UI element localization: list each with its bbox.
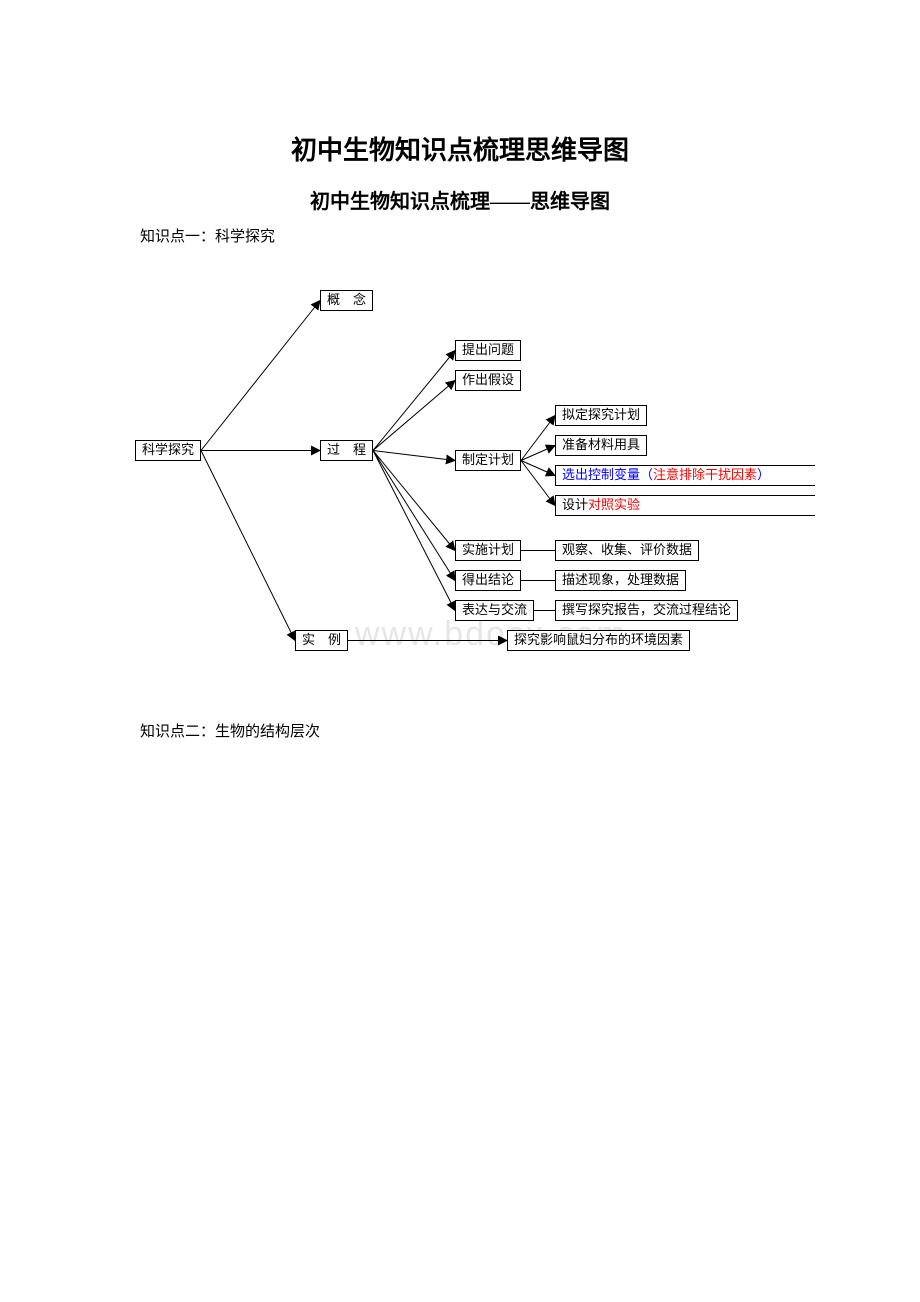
node-concept: 概 念 xyxy=(320,290,373,311)
mindmap-diagram: www.bdocx.com 科学探究概 念过 程实 例提出问题作出假设制定计划实… xyxy=(135,275,825,675)
node-p2: 作出假设 xyxy=(455,370,521,391)
node-root: 科学探究 xyxy=(135,440,201,461)
edge-process-p5 xyxy=(373,451,455,581)
node-p4: 实施计划 xyxy=(455,540,521,561)
node-e4: 观察、收集、评价数据 xyxy=(555,540,699,561)
node-d1: 拟定探究计划 xyxy=(555,405,647,426)
edge-p3-d1 xyxy=(521,416,555,461)
node-p6: 表达与交流 xyxy=(455,600,534,621)
edge-p3-d2 xyxy=(521,446,555,461)
node-e5: 描述现象，处理数据 xyxy=(555,570,686,591)
node-d2: 准备材料用具 xyxy=(555,435,647,456)
edge-process-p6 xyxy=(373,451,455,611)
edge-root-concept xyxy=(201,301,320,451)
edge-process-p4 xyxy=(373,451,455,551)
edge-p3-d4 xyxy=(521,461,555,506)
edge-process-p1 xyxy=(373,351,455,451)
edge-process-p2 xyxy=(373,381,455,451)
edge-process-p3 xyxy=(373,451,455,461)
page-subtitle: 初中生物知识点梳理——思维导图 xyxy=(0,185,920,214)
node-p3: 制定计划 xyxy=(455,450,521,471)
node-p1: 提出问题 xyxy=(455,340,521,361)
node-p5: 得出结论 xyxy=(455,570,521,591)
node-d3: 选出控制变量（注意排除干扰因素） xyxy=(555,465,815,486)
node-example: 实 例 xyxy=(295,630,348,651)
page-title: 初中生物知识点梳理思维导图 xyxy=(0,130,920,167)
node-e6: 撰写探究报告，交流过程结论 xyxy=(555,600,738,621)
node-d4: 设计对照实验 xyxy=(555,495,815,516)
edge-root-example xyxy=(201,451,295,641)
section-2-label: 知识点二：生物的结构层次 xyxy=(140,720,320,741)
page: 初中生物知识点梳理思维导图 初中生物知识点梳理——思维导图 知识点一：科学探究 … xyxy=(0,0,920,1302)
node-process: 过 程 xyxy=(320,440,373,461)
node-ex: 探究影响鼠妇分布的环境因素 xyxy=(507,630,690,651)
section-1-label: 知识点一：科学探究 xyxy=(140,225,275,246)
edge-p3-d3 xyxy=(521,461,555,476)
